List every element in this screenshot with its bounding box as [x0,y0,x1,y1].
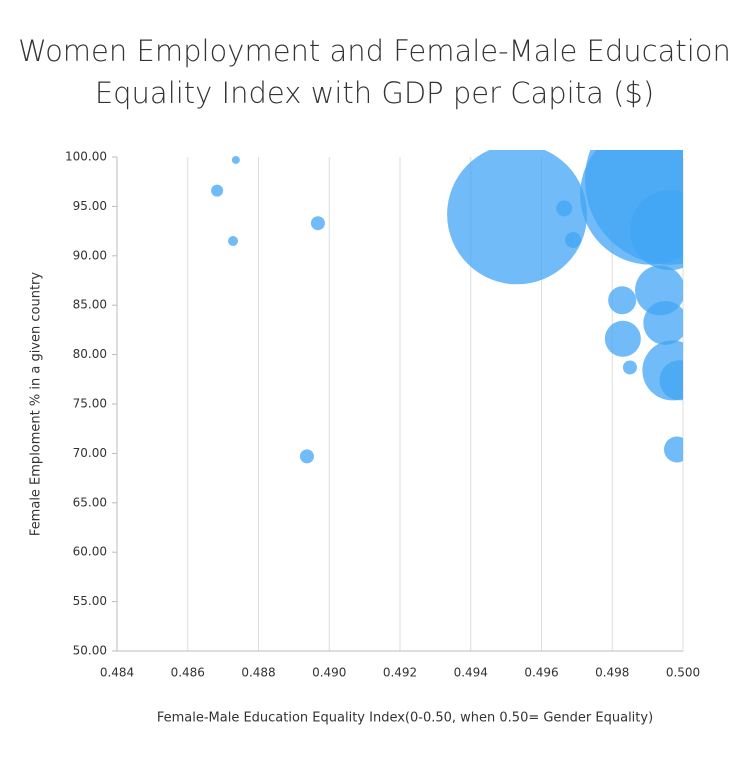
bubble [231,155,240,164]
x-tick-label: 0.500 [666,666,700,680]
x-tick-label: 0.498 [595,666,629,680]
y-tick-label: 85.00 [73,298,107,312]
x-tick-label: 0.496 [524,666,558,680]
x-tick-label: 0.488 [241,666,275,680]
x-axis-label: Female-Male Education Equality Index(0-0… [157,711,653,726]
y-tick-label: 55.00 [73,594,107,608]
y-tick-label: 80.00 [73,347,107,361]
y-tick-label: 95.00 [73,199,107,213]
bubble [608,286,637,315]
bubble [556,200,573,217]
y-tick-label: 65.00 [73,495,107,509]
bubble [310,216,325,231]
y-tick-label: 90.00 [73,248,107,262]
chart-title: Women Employment and Female-Male Educati… [18,34,731,110]
bubble [659,360,683,401]
y-tick-label: 70.00 [73,446,107,460]
bubble [629,190,683,271]
bubble [211,184,224,197]
x-tick-label: 0.484 [100,666,134,680]
bubble [228,235,239,246]
x-tick-label: 0.490 [312,666,346,680]
x-tick-label: 0.494 [454,666,488,680]
x-tick-label: 0.486 [171,666,205,680]
y-tick-label: 60.00 [73,545,107,559]
y-axis-label: Female Emploment % in a given country [29,272,44,536]
y-tick-label: 50.00 [73,644,107,658]
bubble [643,300,683,345]
y-tick-label: 100.00 [65,150,107,164]
bubble [604,320,641,357]
bubble-layer [211,150,683,464]
y-tick-label: 75.00 [73,397,107,411]
x-tick-label: 0.492 [383,666,417,680]
bubble [663,436,683,463]
bubble [622,360,637,375]
bubble [447,150,588,285]
bubble [564,231,581,248]
bubble [299,449,314,464]
